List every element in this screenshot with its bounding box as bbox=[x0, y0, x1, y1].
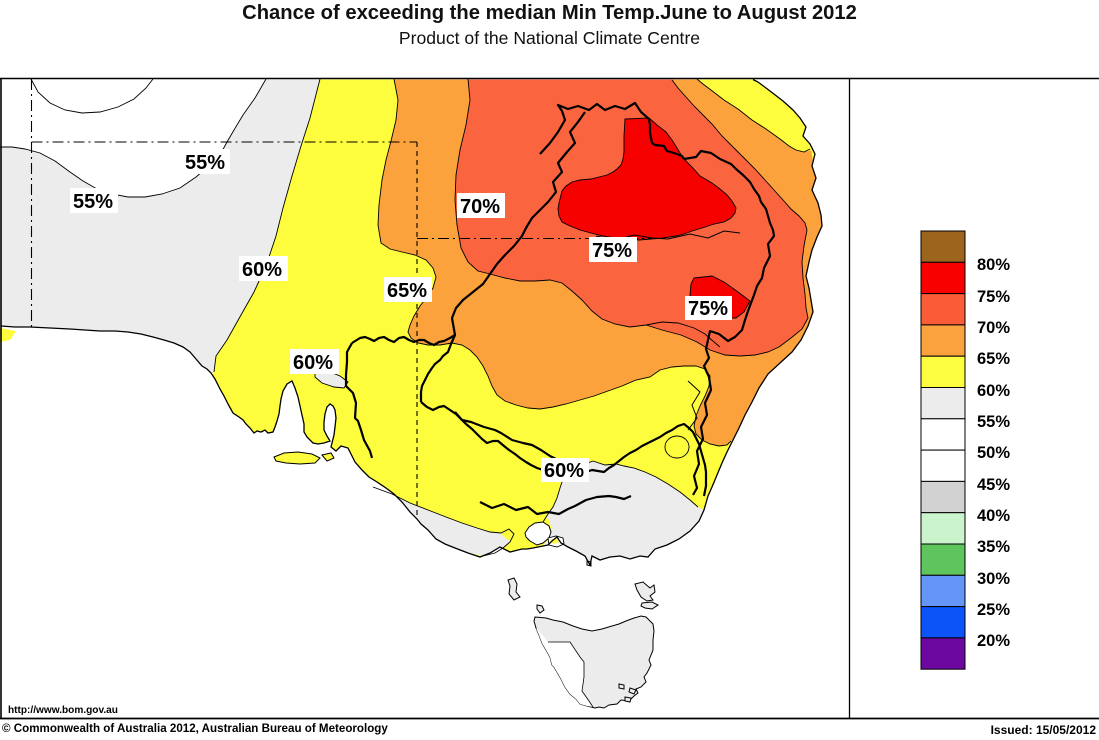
svg-text:55%: 55% bbox=[185, 152, 225, 174]
svg-text:75%: 75% bbox=[592, 240, 632, 262]
svg-text:70%: 70% bbox=[460, 196, 500, 218]
svg-text:20%: 20% bbox=[977, 632, 1010, 650]
svg-text:60%: 60% bbox=[977, 382, 1010, 400]
svg-text:75%: 75% bbox=[688, 298, 728, 320]
svg-text:80%: 80% bbox=[977, 256, 1010, 274]
svg-text:35%: 35% bbox=[977, 538, 1010, 556]
svg-text:60%: 60% bbox=[544, 460, 584, 482]
svg-text:70%: 70% bbox=[977, 319, 1010, 337]
svg-text:65%: 65% bbox=[387, 280, 427, 302]
svg-text:http://www.bom.gov.au: http://www.bom.gov.au bbox=[8, 705, 118, 716]
svg-text:25%: 25% bbox=[977, 601, 1010, 619]
svg-text:75%: 75% bbox=[977, 288, 1010, 306]
svg-text:55%: 55% bbox=[977, 413, 1010, 431]
svg-text:60%: 60% bbox=[242, 259, 282, 281]
svg-text:30%: 30% bbox=[977, 570, 1010, 588]
svg-text:55%: 55% bbox=[73, 191, 113, 213]
svg-text:50%: 50% bbox=[977, 444, 1010, 462]
svg-text:65%: 65% bbox=[977, 350, 1010, 368]
svg-text:40%: 40% bbox=[977, 507, 1010, 525]
svg-text:60%: 60% bbox=[293, 352, 333, 374]
svg-text:45%: 45% bbox=[977, 476, 1010, 494]
